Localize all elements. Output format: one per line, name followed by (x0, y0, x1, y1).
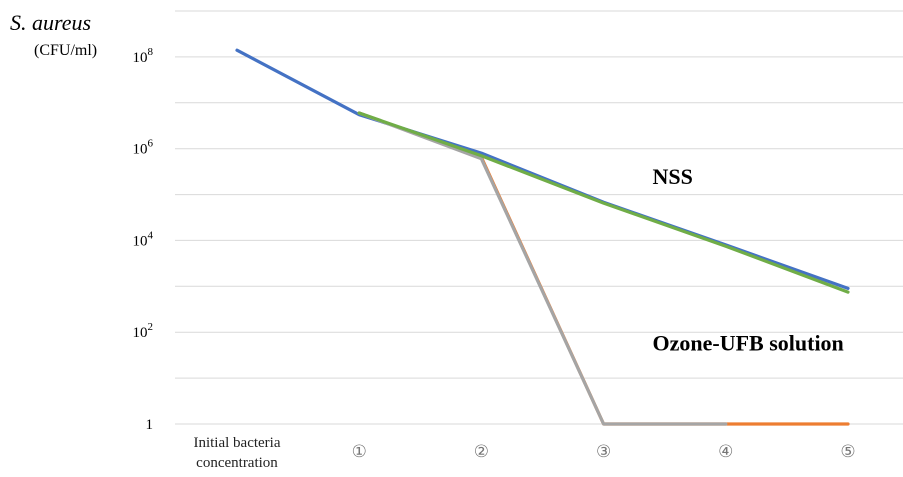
series-line-3 (357, 111, 728, 426)
annotations: NSS Ozone-UFB solution (653, 164, 844, 356)
y-tick-label: 104 (133, 229, 154, 249)
y-axis-unit-label: (CFU/ml) (34, 42, 97, 59)
x-tick-label: ④ (718, 442, 733, 461)
y-tick-label: 1 (146, 417, 154, 433)
y-tick-label: 102 (133, 321, 154, 341)
x-tick-labels: Initial bacteria concentration ① ② ③ ④ ⑤ (193, 435, 855, 471)
annotation-2: Ozone-UFB solution (653, 331, 844, 356)
series-lines (235, 48, 850, 426)
gridlines (175, 10, 903, 425)
y-tick-labels: 1 102 104 106 108 (133, 46, 154, 433)
y-tick-label: 106 (133, 138, 154, 158)
y-tick-label: 108 (133, 46, 154, 66)
x-tick-label: Initial bacteria concentration (193, 435, 280, 471)
x-tick-label: ② (474, 442, 489, 461)
series-line-4 (357, 111, 850, 294)
x-tick-label: ⑤ (840, 442, 855, 461)
annotation-1: NSS (653, 164, 693, 189)
series-line-2 (357, 111, 850, 426)
series-line-1 (235, 48, 850, 290)
y-axis-organism-label: S. aureus (10, 10, 91, 35)
x-tick-label: ③ (596, 442, 611, 461)
x-tick-label: ① (352, 442, 367, 461)
